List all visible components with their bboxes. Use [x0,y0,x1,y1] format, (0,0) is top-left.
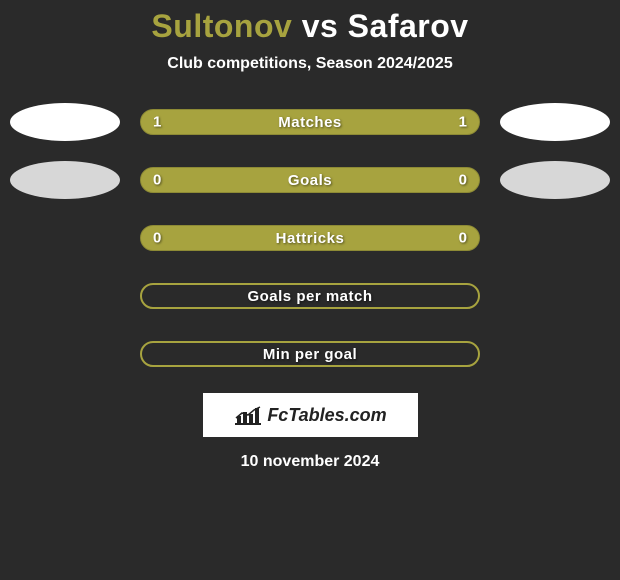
player1-marker [10,161,120,199]
subtitle: Club competitions, Season 2024/2025 [0,55,620,73]
ellipse-placeholder [500,219,610,257]
player2-name: Safarov [348,8,469,44]
vs-separator: vs [302,8,339,44]
date-text: 10 november 2024 [0,453,620,471]
stat-row: 0 Goals 0 [0,161,620,199]
stat-row: 1 Matches 1 [0,103,620,141]
stat-bar: 1 Matches 1 [140,109,480,135]
stat-value-right: 0 [459,230,467,247]
ellipse-placeholder [10,335,120,373]
ellipse-placeholder [10,277,120,315]
ellipse-placeholder [500,335,610,373]
stat-value-left: 0 [153,172,161,189]
card-container: Sultonov vs Safarov Club competitions, S… [0,0,620,471]
player1-name: Sultonov [151,8,292,44]
stat-value-right: 1 [459,114,467,131]
player2-marker [500,103,610,141]
stat-bar: 0 Goals 0 [140,167,480,193]
stat-label: Goals per match [247,288,372,305]
stat-row: Goals per match [0,277,620,315]
ellipse-placeholder [500,277,610,315]
stat-label: Min per goal [263,346,357,363]
stat-row: 0 Hattricks 0 [0,219,620,257]
logo-box: FcTables.com [203,393,418,437]
stat-value-left: 0 [153,230,161,247]
stat-value-left: 1 [153,114,161,131]
barchart-icon [233,404,263,426]
stat-label: Hattricks [276,230,345,247]
stat-label: Matches [278,114,342,131]
stats-area: 1 Matches 1 0 Goals 0 0 Hattricks 0 Goals per mat… [0,103,620,373]
player2-marker [500,161,610,199]
stat-label: Goals [288,172,332,189]
stat-value-right: 0 [459,172,467,189]
logo-text: FcTables.com [267,405,386,426]
stat-bar: Goals per match [140,283,480,309]
stat-bar: 0 Hattricks 0 [140,225,480,251]
stat-bar: Min per goal [140,341,480,367]
player1-marker [10,103,120,141]
ellipse-placeholder [10,219,120,257]
page-title: Sultonov vs Safarov [0,8,620,45]
stat-row: Min per goal [0,335,620,373]
